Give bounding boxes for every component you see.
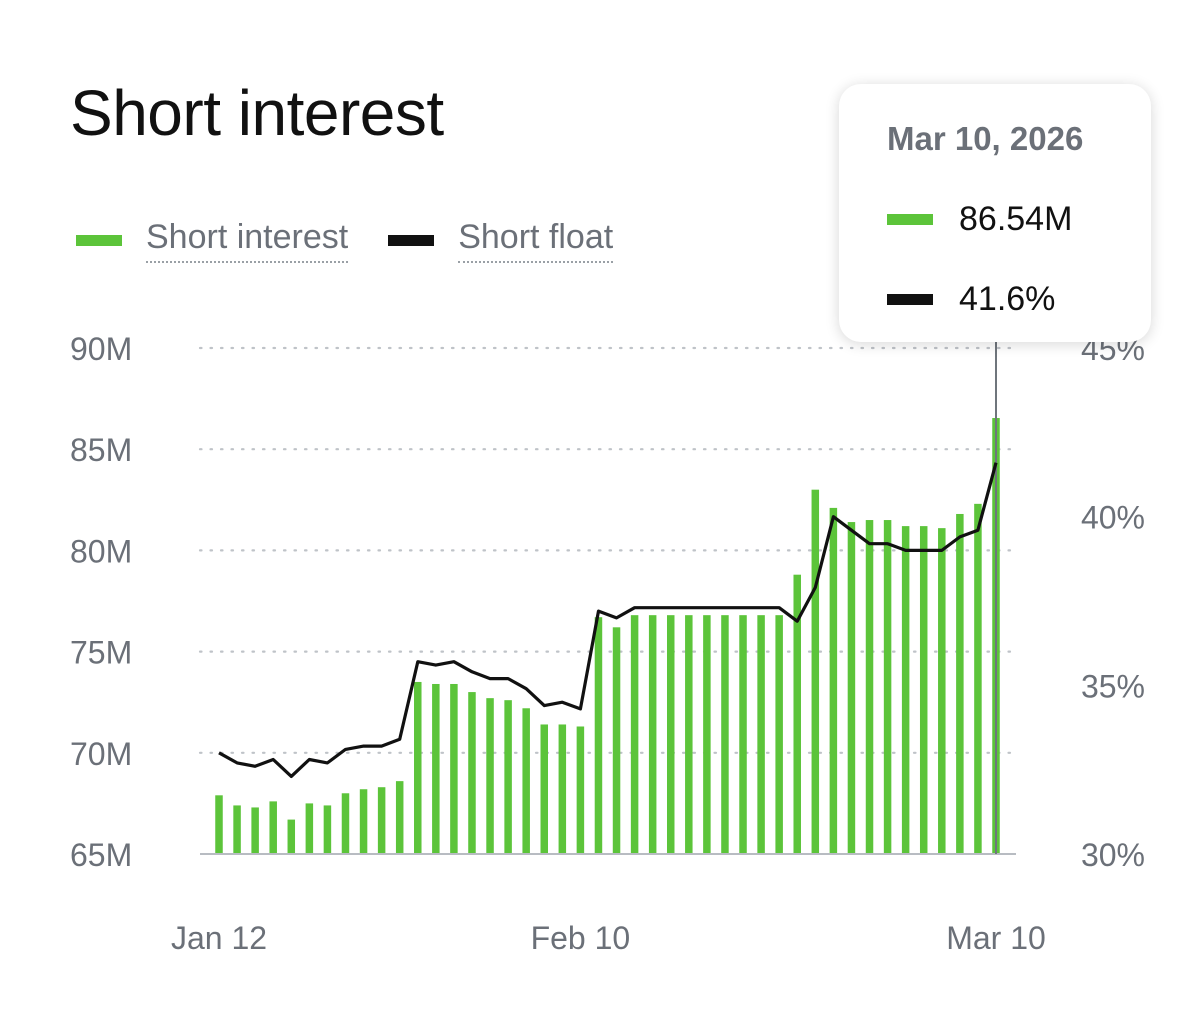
left-axis-ticks: 90M 85M 80M 75M 70M 65M [70,331,132,873]
short-interest-bar[interactable] [341,793,350,854]
short-interest-bar[interactable] [432,683,440,854]
short-interest-bar[interactable] [974,503,982,854]
short-interest-bar[interactable] [215,795,223,854]
short-interest-bar[interactable] [287,819,296,854]
right-tick-label: 35% [1081,668,1145,704]
short-interest-bar[interactable] [414,681,422,854]
short-interest-bar[interactable] [721,615,729,854]
left-tick-label: 80M [70,533,132,569]
short-interest-bar[interactable] [612,627,621,854]
short-float-line [218,462,998,778]
short-interest-bar[interactable] [305,803,314,854]
short-interest-bar[interactable] [450,683,458,854]
short-interest-bar[interactable] [269,801,277,854]
short-float-swatch-icon [388,235,435,246]
short-interest-bar[interactable] [685,615,693,854]
short-interest-bar[interactable] [847,522,856,854]
short-interest-bar[interactable] [775,615,783,854]
short-interest-bar[interactable] [938,528,946,854]
x-axis-ticks: Jan 12 Feb 10 Mar 10 [171,920,1046,956]
short-float-swatch-icon [887,294,933,305]
legend-label-short-float: Short float [458,218,614,263]
short-interest-bar[interactable] [395,781,404,854]
tooltip-date: Mar 10, 2026 [887,120,1084,157]
legend-item-short-float[interactable]: Short float [388,218,614,263]
chart-title: Short interest [70,77,444,149]
short-interest-bar[interactable] [359,789,368,854]
short-interest-bar[interactable] [504,700,512,854]
short-interest-bar[interactable] [558,724,567,854]
short-interest-bar[interactable] [883,520,892,854]
short-interest-bar[interactable] [757,615,765,854]
legend-item-short-interest[interactable]: Short interest [76,218,349,263]
short-interest-bar[interactable] [648,615,657,854]
short-interest-bar[interactable] [703,615,711,854]
right-tick-label: 40% [1081,500,1145,536]
tooltip-short-float-value: 41.6% [959,280,1056,318]
left-tick-label: 70M [70,736,132,772]
left-tick-label: 85M [70,432,132,468]
left-tick-label: 65M [70,837,132,873]
tooltip: Mar 10, 2026 41.6% 86.54M [839,84,1151,342]
x-tick-label: Mar 10 [946,920,1046,956]
x-tick-label: Feb 10 [531,920,631,956]
right-axis-ticks: 45%40%35%30% [1081,331,1145,873]
legend-label-short-interest: Short interest [146,218,349,263]
short-interest-swatch-icon [887,214,933,225]
gridlines [198,346,1018,754]
short-interest-bar[interactable] [865,520,874,854]
legend: Short interest Short float [76,218,653,263]
short-interest-bar[interactable] [233,805,241,854]
right-tick-label: 30% [1081,837,1145,873]
left-tick-label: 75M [70,635,132,671]
short-interest-bar[interactable] [576,726,585,854]
short-interest-bar[interactable] [793,574,801,854]
short-interest-bar[interactable] [829,507,838,854]
short-interest-bar[interactable] [919,526,928,854]
left-tick-label: 90M [70,331,132,367]
short-interest-bar[interactable] [630,615,639,854]
short-interest-bar[interactable] [901,526,910,854]
short-interest-bar[interactable] [540,724,549,854]
short-interest-bar[interactable] [323,805,332,854]
short-interest-bar[interactable] [522,708,530,854]
short-interest-bar[interactable] [594,617,603,854]
short-interest-swatch-icon [76,235,122,246]
short-interest-bar[interactable] [956,513,964,854]
tooltip-short-interest-value: 86.54M [959,200,1073,238]
x-tick-label: Jan 12 [171,920,267,956]
tooltip-row-short-float: 41.6% [887,280,1055,319]
short-interest-bar[interactable] [739,615,747,854]
short-interest-bar[interactable] [251,807,259,854]
short-interest-bar[interactable] [811,489,820,854]
short-interest-bar[interactable] [468,692,476,854]
short-interest-bar[interactable] [666,615,675,854]
tooltip-row-short-interest: 86.54M [887,200,1072,239]
short-interest-bar[interactable] [486,698,494,854]
short-interest-bar[interactable] [377,787,386,854]
short-interest-bars [215,418,1000,854]
